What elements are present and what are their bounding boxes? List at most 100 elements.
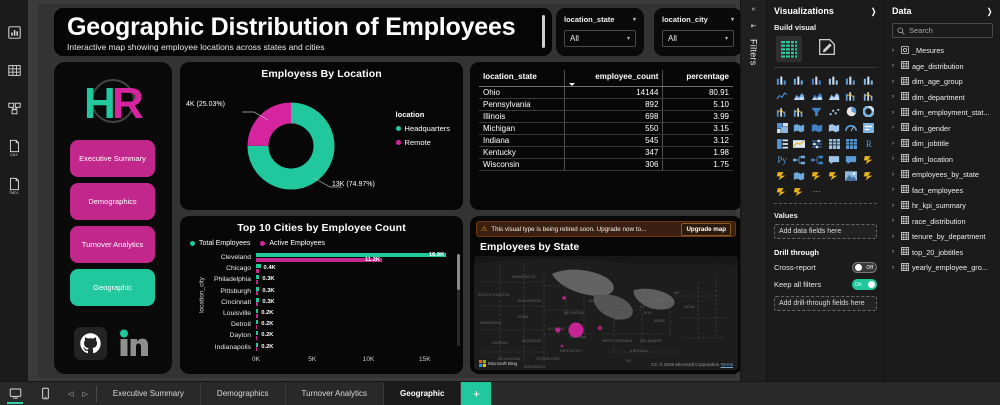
key-influencers-icon[interactable] xyxy=(791,153,807,166)
map-visual[interactable]: ⚠ This visual type is being retired soon… xyxy=(470,216,740,374)
data-field-age-distribution[interactable]: › age_distribution xyxy=(892,59,993,75)
chevron-right-icon[interactable]: › xyxy=(892,264,894,271)
rail-item-model-view[interactable] xyxy=(3,98,25,118)
chevron-right-icon[interactable]: › xyxy=(892,78,894,85)
scatter-chart-icon[interactable] xyxy=(826,105,842,118)
bar-active-employees[interactable] xyxy=(256,347,258,352)
table-col-percentage[interactable]: percentage xyxy=(662,70,733,87)
legend-item-active-employees[interactable]: Active Employees xyxy=(260,240,325,247)
data-field-dim-department[interactable]: › dim_department xyxy=(892,90,993,106)
chevron-right-icon[interactable]: › xyxy=(892,202,894,209)
chevron-right-icon[interactable]: › xyxy=(892,94,894,101)
chevron-right-icon[interactable]: › xyxy=(892,171,894,178)
rail-item-table-view[interactable] xyxy=(3,60,25,80)
image-icon[interactable] xyxy=(843,169,859,182)
bar-total-employees[interactable] xyxy=(256,297,260,302)
nav-button-demographics[interactable]: Demographics xyxy=(70,183,155,220)
chevron-right-icon[interactable]: › xyxy=(892,109,894,116)
gauge-chart-icon[interactable] xyxy=(843,121,859,134)
chevron-right-icon[interactable]: › xyxy=(892,187,894,194)
page-tab-demographics[interactable]: Demographics xyxy=(201,381,286,405)
nav-button-turnover-analytics[interactable]: Turnover Analytics xyxy=(70,226,155,263)
github-icon[interactable] xyxy=(74,326,107,360)
bar-total-employees[interactable] xyxy=(256,320,259,325)
bar-chart-row[interactable]: Philadelphia 0.3K xyxy=(194,274,453,285)
bar-total-employees[interactable] xyxy=(256,342,259,347)
chevron-down-icon[interactable]: ▾ xyxy=(730,17,734,23)
deneb-icon[interactable] xyxy=(791,185,807,198)
smart-narrative-icon[interactable] xyxy=(843,153,859,166)
add-page-button[interactable]: + xyxy=(461,381,492,405)
visio-icon[interactable] xyxy=(861,169,877,182)
line-chart-icon[interactable] xyxy=(774,89,790,102)
power-apps-icon[interactable] xyxy=(809,169,825,182)
format-visual-icon[interactable] xyxy=(816,36,838,63)
ellipsis-icon[interactable]: ⋯ xyxy=(812,186,821,196)
pie-chart-icon[interactable] xyxy=(843,105,859,118)
bar-total-employees[interactable] xyxy=(256,264,261,269)
data-field-dim-jobtitle[interactable]: › dim_jobtitle xyxy=(892,136,993,152)
chevron-right-icon[interactable]: › xyxy=(892,63,894,70)
data-field-top-20-jobtitles[interactable]: › top_20_jobtitles xyxy=(892,245,993,261)
desktop-view-icon[interactable] xyxy=(0,382,30,405)
bar-active-employees[interactable] xyxy=(256,257,383,262)
map-body[interactable]: MINNESOTA SOUTH DAKOTA WISCONSIN IOWA NE… xyxy=(474,256,738,370)
bar-chart-row[interactable]: Detroit 0.2K xyxy=(194,319,453,330)
bar-chart-row[interactable]: Dayton 0.2K xyxy=(194,330,453,341)
donut-chart-icon[interactable] xyxy=(861,105,877,118)
chevron-right-icon[interactable]: › xyxy=(892,156,894,163)
bar-total-employees[interactable] xyxy=(256,308,259,313)
upgrade-map-button[interactable]: Upgrade map xyxy=(681,222,731,236)
azure-map-icon[interactable] xyxy=(791,169,807,182)
funnel-chart-icon[interactable] xyxy=(809,105,825,118)
chevron-right-icon[interactable]: › xyxy=(892,125,894,132)
paginated-report-icon[interactable] xyxy=(774,169,790,182)
line-clustered-column-icon[interactable] xyxy=(791,105,807,118)
line-and-column-icon[interactable] xyxy=(843,89,859,102)
bar-chart-row[interactable]: Cincinnati 0.3K xyxy=(194,297,453,308)
data-field-yearly-employee-gro-[interactable]: › yearly_employee_gro... xyxy=(892,260,993,276)
data-search-box[interactable]: Search xyxy=(892,23,993,38)
chevron-right-icon[interactable]: › xyxy=(892,233,894,240)
donut-chart-visual[interactable]: Employess By Location 4K (25.03%) 13K (7… xyxy=(180,62,463,210)
decomposition-tree-icon[interactable] xyxy=(809,153,825,166)
state-table-visual[interactable]: location_state employee_count percentage… xyxy=(470,62,740,210)
selected-visual-thumbnail[interactable] xyxy=(776,36,802,62)
page-tab-geographic[interactable]: Geographic xyxy=(384,381,462,405)
bar-active-employees[interactable] xyxy=(256,291,259,296)
visual-type-gallery[interactable]: R Py ⋯ xyxy=(774,67,877,204)
bar-chart-row[interactable]: Pittsburgh 0.3K xyxy=(194,286,453,297)
table-row[interactable]: Pennsylvania 892 5.10 xyxy=(479,98,733,111)
mobile-view-icon[interactable] xyxy=(30,382,60,405)
nav-button-executive-summary[interactable]: Executive Summary xyxy=(70,140,155,177)
chevron-right-icon[interactable]: › xyxy=(892,47,894,54)
data-field-race-distribution[interactable]: › race_distribution xyxy=(892,214,993,230)
waterfall-chart-icon[interactable] xyxy=(774,105,790,118)
legend-item-headquarters[interactable]: Headquarters xyxy=(395,124,450,133)
slicer-location-state[interactable]: location_state ▾ All ▾ xyxy=(556,8,644,56)
slicer-city-dropdown[interactable]: All ▾ xyxy=(662,30,734,47)
collapse-pane-icon[interactable]: ❭ xyxy=(870,6,877,16)
data-field--mesures[interactable]: › _Mesures xyxy=(892,43,993,59)
matrix-icon[interactable] xyxy=(843,137,859,150)
data-field-dim-age-group[interactable]: › dim_age_group xyxy=(892,74,993,90)
table-row[interactable]: Indiana 545 3.12 xyxy=(479,134,733,147)
data-field-dim-employment-stat-[interactable]: › dim_employment_stat... xyxy=(892,105,993,121)
table-row[interactable]: Ohio 14144 80.91 xyxy=(479,86,733,99)
collapse-pane-icon[interactable]: ❭ xyxy=(986,6,993,16)
python-visual-icon[interactable]: Py xyxy=(777,154,787,165)
bar-chart-row[interactable]: Louisville 0.2K xyxy=(194,308,453,319)
table-row[interactable]: Michigan 550 3.15 xyxy=(479,122,733,135)
more-visuals-icon[interactable] xyxy=(774,185,790,198)
stacked-bar-chart-icon[interactable] xyxy=(774,73,790,86)
legend-item-total-employees[interactable]: Total Employees xyxy=(190,240,250,247)
slicer-location-city[interactable]: location_city ▾ All ▾ xyxy=(654,8,740,56)
chevron-right-icon[interactable]: › xyxy=(892,140,894,147)
filled-map-icon[interactable] xyxy=(809,121,825,134)
data-field-hr-kpi-summary[interactable]: › hr_kpi_summary xyxy=(892,198,993,214)
bar-active-employees[interactable] xyxy=(256,268,259,273)
chevron-down-icon[interactable]: ▾ xyxy=(724,36,728,42)
table-row[interactable]: Illinois 698 3.99 xyxy=(479,110,733,123)
data-field-tenure-by-department[interactable]: › tenure_by_department xyxy=(892,229,993,245)
rail-item-dax-query-view[interactable]: DAX xyxy=(3,136,25,157)
